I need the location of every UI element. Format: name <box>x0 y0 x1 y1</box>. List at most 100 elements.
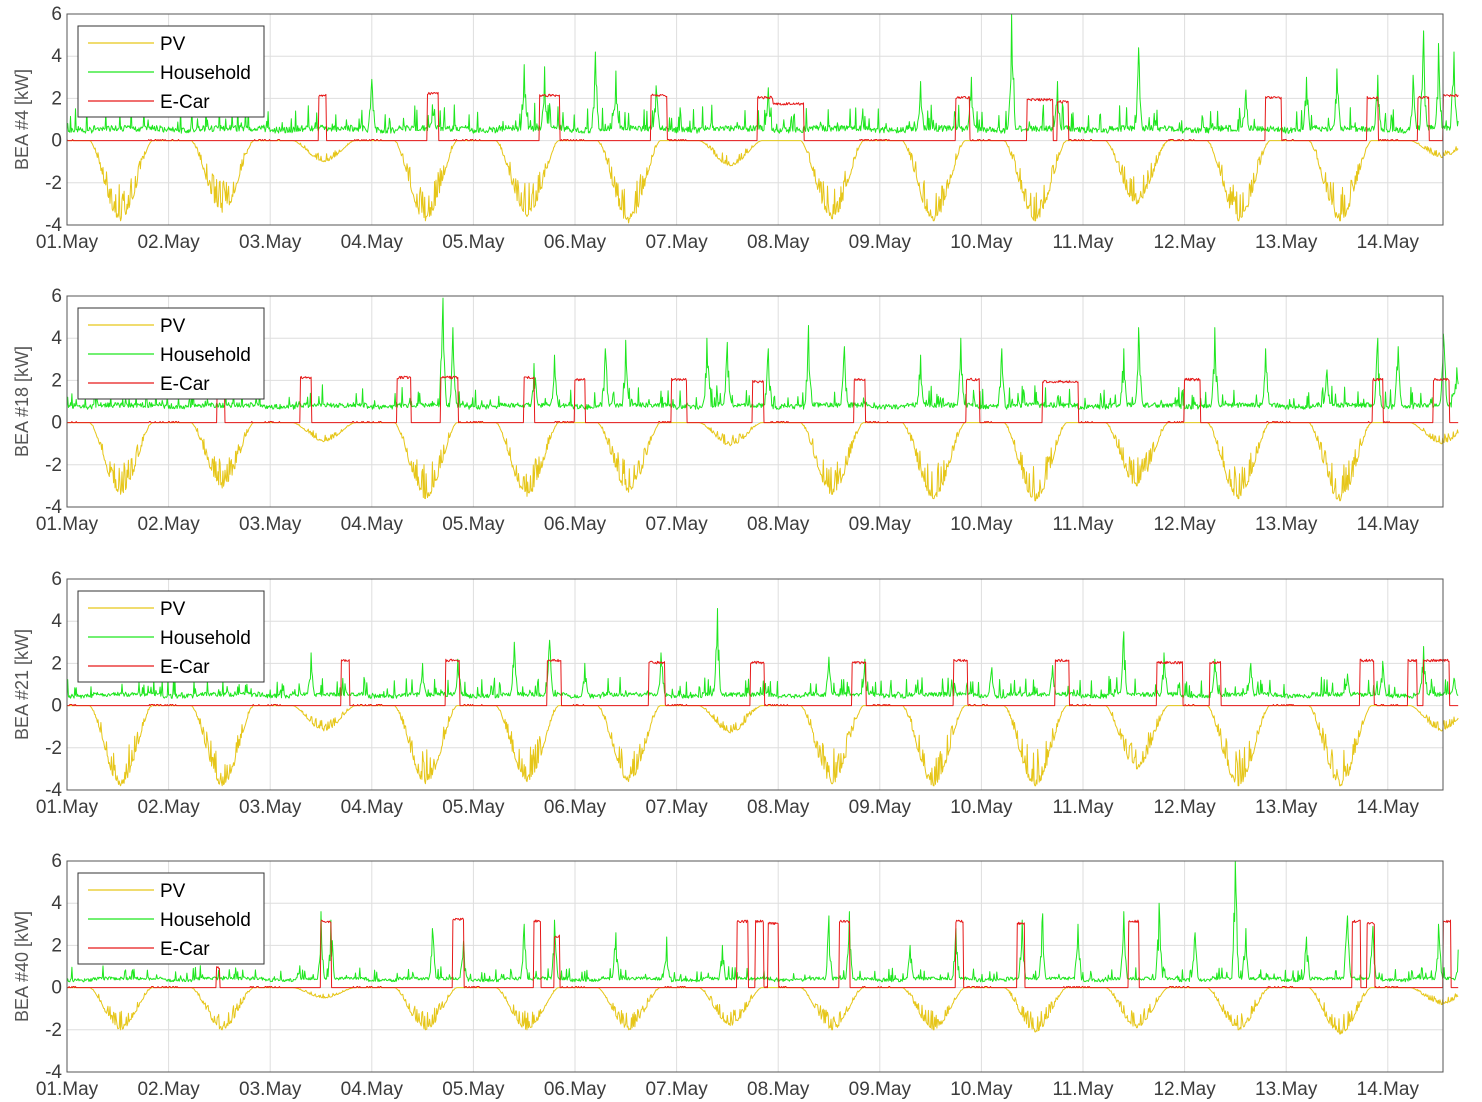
y-tick-label: -4 <box>45 1062 62 1083</box>
plot-area-border <box>66 860 1444 1073</box>
x-tick-label: 10.May <box>950 1079 1013 1100</box>
chart-panel-bea40: -4 -2 0 2 4 6 01.May 02.May 03.May 04.May 05.May 06… <box>12 851 1459 1100</box>
y-axis-label: BEA #18 [kW] <box>12 346 32 457</box>
x-tick-label: 10.May <box>950 232 1013 253</box>
series-line-pv <box>67 422 1459 502</box>
y-tick-label: 4 <box>51 328 62 349</box>
y-tick-label: -2 <box>45 173 62 194</box>
y-axis-label: BEA #4 [kW] <box>12 69 32 170</box>
legend-entry-household: Household <box>160 628 251 649</box>
x-tick-label: 11.May <box>1053 1079 1114 1100</box>
x-tick-label: 11.May <box>1053 232 1114 253</box>
x-tick-label: 01.May <box>36 797 99 818</box>
x-tick-label: 04.May <box>341 1079 404 1100</box>
x-tick-label: 09.May <box>849 1079 912 1100</box>
x-tick-label: 14.May <box>1357 797 1420 818</box>
legend-entry-ecar: E-Car <box>160 939 210 960</box>
y-axis-label: BEA #21 [kW] <box>12 629 32 740</box>
x-tick-label: 03.May <box>239 1079 302 1100</box>
legend-entry-ecar: E-Car <box>160 374 210 395</box>
y-tick-label: -4 <box>45 497 62 518</box>
x-tick-label: 05.May <box>442 1079 505 1100</box>
x-tick-label: 02.May <box>137 797 200 818</box>
x-tick-label: 13.May <box>1255 797 1318 818</box>
x-tick-label: 05.May <box>442 514 505 535</box>
grid <box>66 295 1443 508</box>
y-tick-label: 2 <box>51 935 62 956</box>
series-line-ecar <box>66 91 1459 142</box>
x-tick-label: 12.May <box>1153 1079 1216 1100</box>
y-tick-label: 6 <box>51 286 62 307</box>
x-tick-label: 07.May <box>645 232 708 253</box>
x-tick-label: 13.May <box>1255 232 1318 253</box>
x-tick-label: 12.May <box>1153 797 1216 818</box>
x-tick-label: 08.May <box>747 797 810 818</box>
legend-entry-pv: PV <box>160 34 186 55</box>
x-tick-label: 02.May <box>137 232 200 253</box>
x-tick-label: 08.May <box>747 1079 810 1100</box>
x-tick-label: 05.May <box>442 797 505 818</box>
x-tick-label: 04.May <box>341 514 404 535</box>
legend-entry-ecar: E-Car <box>160 92 210 113</box>
x-tick-label: 07.May <box>645 514 708 535</box>
legend: PV Household E-Car <box>77 25 265 118</box>
y-tick-label: -4 <box>45 780 62 801</box>
x-tick-label: 12.May <box>1153 232 1216 253</box>
x-tick-label: 07.May <box>645 797 708 818</box>
plot-area-border <box>66 578 1444 791</box>
series-line-pv <box>67 140 1459 224</box>
x-tick-label: 06.May <box>544 1079 607 1100</box>
x-tick-label: 14.May <box>1357 232 1420 253</box>
y-tick-label: 4 <box>51 611 62 632</box>
x-tick-label: 14.May <box>1357 514 1420 535</box>
y-tick-label: 2 <box>51 653 62 674</box>
y-tick-label: -2 <box>45 1020 62 1041</box>
x-tick-label: 14.May <box>1357 1079 1420 1100</box>
series-line-pv <box>67 705 1459 787</box>
x-tick-label: 11.May <box>1053 514 1114 535</box>
x-tick-label: 12.May <box>1153 514 1216 535</box>
series-line-ecar <box>67 375 1459 424</box>
series-line-ecar <box>67 917 1459 989</box>
x-tick-label: 13.May <box>1255 1079 1318 1100</box>
x-tick-label: 04.May <box>341 797 404 818</box>
x-tick-label: 06.May <box>544 514 607 535</box>
x-tick-label: 10.May <box>950 797 1013 818</box>
plot-area-border <box>66 13 1444 226</box>
x-tick-label: 08.May <box>747 514 810 535</box>
y-tick-label: 2 <box>51 88 62 109</box>
x-tick-label: 05.May <box>442 232 505 253</box>
y-tick-label: 6 <box>51 4 62 25</box>
y-axis-label: BEA #40 [kW] <box>12 911 32 1022</box>
legend-entry-household: Household <box>160 345 251 366</box>
x-tick-label: 08.May <box>747 232 810 253</box>
x-tick-label: 09.May <box>849 797 912 818</box>
y-tick-label: 6 <box>51 569 62 590</box>
y-tick-label: 0 <box>51 413 62 434</box>
x-tick-label: 03.May <box>239 514 302 535</box>
legend-entry-pv: PV <box>160 881 186 902</box>
x-tick-label: 03.May <box>239 232 302 253</box>
legend: PV Household E-Car <box>77 872 265 965</box>
x-tick-label: 09.May <box>849 514 912 535</box>
series-line-household <box>66 608 1459 699</box>
legend-entry-pv: PV <box>160 599 186 620</box>
series-line-pv <box>67 987 1459 1035</box>
series-line-household <box>66 297 1459 410</box>
y-tick-label: 0 <box>51 978 62 999</box>
x-tick-label: 13.May <box>1255 514 1318 535</box>
legend-entry-ecar: E-Car <box>160 657 210 678</box>
x-tick-label: 01.May <box>36 1079 99 1100</box>
plot-area-border <box>66 295 1444 508</box>
y-tick-label: 4 <box>51 46 62 67</box>
chart-panel-bea18: -4 -2 0 2 4 6 01.May 02.May 03.May 04.May 05.May 06… <box>12 286 1459 535</box>
legend-entry-household: Household <box>160 63 251 84</box>
y-tick-label: -2 <box>45 738 62 759</box>
y-tick-label: 0 <box>51 696 62 717</box>
x-tick-label: 07.May <box>645 1079 708 1100</box>
x-tick-label: 06.May <box>544 797 607 818</box>
y-tick-label: 6 <box>51 851 62 872</box>
chart-panel-bea4: -4 -2 0 2 4 6 01.May 02.May 03.May 04.May 05.May 06… <box>12 4 1459 253</box>
chart-panel-bea21: -4 -2 0 2 4 6 01.May 02.May 03.May 04.May 05.May 06… <box>12 569 1459 818</box>
